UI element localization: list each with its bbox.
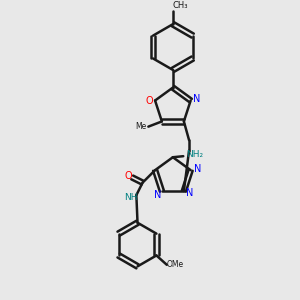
- Text: CH₃: CH₃: [172, 1, 188, 10]
- Text: N: N: [186, 188, 194, 198]
- Text: N: N: [194, 164, 202, 174]
- Text: O: O: [145, 95, 153, 106]
- Text: N: N: [154, 190, 161, 200]
- Text: NH: NH: [124, 193, 138, 202]
- Text: N: N: [193, 94, 201, 104]
- Text: OMe: OMe: [167, 260, 184, 269]
- Text: Me: Me: [136, 122, 147, 131]
- Text: NH₂: NH₂: [186, 150, 203, 159]
- Text: O: O: [124, 171, 132, 182]
